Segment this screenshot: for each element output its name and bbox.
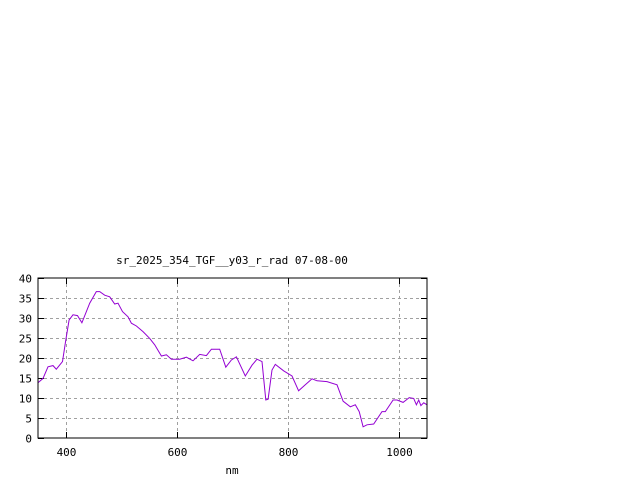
ticks: 0 5 10 15 20 25 30 35 40 400 600 800 1000 — [19, 273, 427, 459]
y-tick-label: 25 — [19, 333, 32, 346]
y-tick-label: 10 — [19, 393, 32, 406]
y-tick-label: 20 — [19, 353, 32, 366]
y-tick-label: 40 — [19, 273, 32, 286]
series-line — [37, 291, 428, 428]
x-tick-label: 600 — [168, 446, 188, 459]
x-axis-label: nm — [225, 464, 239, 477]
y-tick-label: 5 — [25, 413, 32, 426]
y-tick-label: 30 — [19, 313, 32, 326]
y-tick-label: 0 — [25, 433, 32, 446]
x-tick-label: 1000 — [386, 446, 413, 459]
x-tick-label: 800 — [279, 446, 299, 459]
y-tick-label: 35 — [19, 293, 32, 306]
grid — [38, 278, 427, 438]
y-tick-label: 15 — [19, 373, 32, 386]
x-tick-label: 400 — [57, 446, 77, 459]
chart-title: sr_2025_354_TGF__y03_r_rad 07-08-00 — [116, 254, 348, 267]
plot-frame — [37, 277, 428, 439]
